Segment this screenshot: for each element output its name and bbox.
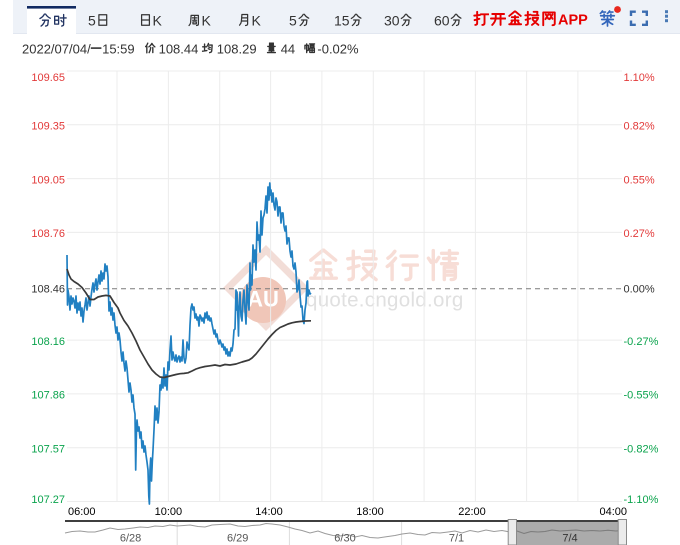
svg-text:-0.82%: -0.82% [624,444,659,456]
svg-text:18:00: 18:00 [356,506,384,518]
svg-text:K: K [252,13,262,29]
svg-text:10:00: 10:00 [155,506,183,518]
svg-text:-0.27%: -0.27% [624,336,659,348]
svg-text:109.65: 109.65 [31,72,65,84]
svg-text:0.55%: 0.55% [624,174,655,186]
svg-text:107.57: 107.57 [31,444,65,456]
svg-text:60: 60 [434,13,450,29]
svg-text:7/1: 7/1 [449,533,464,545]
svg-text:AU: AU [247,287,279,312]
svg-text:6/29: 6/29 [227,533,248,545]
svg-text:108.44: 108.44 [159,42,199,57]
svg-text:6/30: 6/30 [334,533,355,545]
svg-text:0.00%: 0.00% [624,284,655,296]
svg-text:K: K [202,13,212,29]
svg-text:06:00: 06:00 [68,506,96,518]
svg-text:0.82%: 0.82% [624,121,655,133]
svg-text:108.46: 108.46 [31,284,65,296]
svg-text:-0.02%: -0.02% [317,42,359,57]
svg-text:-1.10%: -1.10% [624,494,659,506]
svg-text:APP: APP [558,13,588,29]
svg-text:2022/07/04/: 2022/07/04/ [22,42,91,57]
svg-text:107.27: 107.27 [31,494,65,506]
svg-text:6/28: 6/28 [120,533,141,545]
svg-text:5: 5 [289,13,297,29]
svg-text:K: K [153,13,163,29]
svg-text:-0.55%: -0.55% [624,390,659,402]
svg-text:14:00: 14:00 [255,506,283,518]
svg-text:109.35: 109.35 [31,121,65,133]
svg-text:5: 5 [88,13,96,29]
svg-text:107.86: 107.86 [31,390,65,402]
svg-text:1.10%: 1.10% [624,72,655,84]
svg-text:7/4: 7/4 [562,533,577,545]
svg-text:22:00: 22:00 [458,506,486,518]
svg-text:30: 30 [384,13,400,29]
svg-text:0.27%: 0.27% [624,228,655,240]
svg-text:15: 15 [334,13,350,29]
svg-text:15:59: 15:59 [102,42,135,57]
svg-text:04:00: 04:00 [599,506,627,518]
svg-text:quote.cngold.org: quote.cngold.org [306,289,464,312]
svg-text:109.05: 109.05 [31,174,65,186]
svg-text:108.29: 108.29 [217,42,257,57]
svg-text:108.16: 108.16 [31,336,65,348]
svg-text:44: 44 [281,42,295,57]
svg-text:108.76: 108.76 [31,228,65,240]
